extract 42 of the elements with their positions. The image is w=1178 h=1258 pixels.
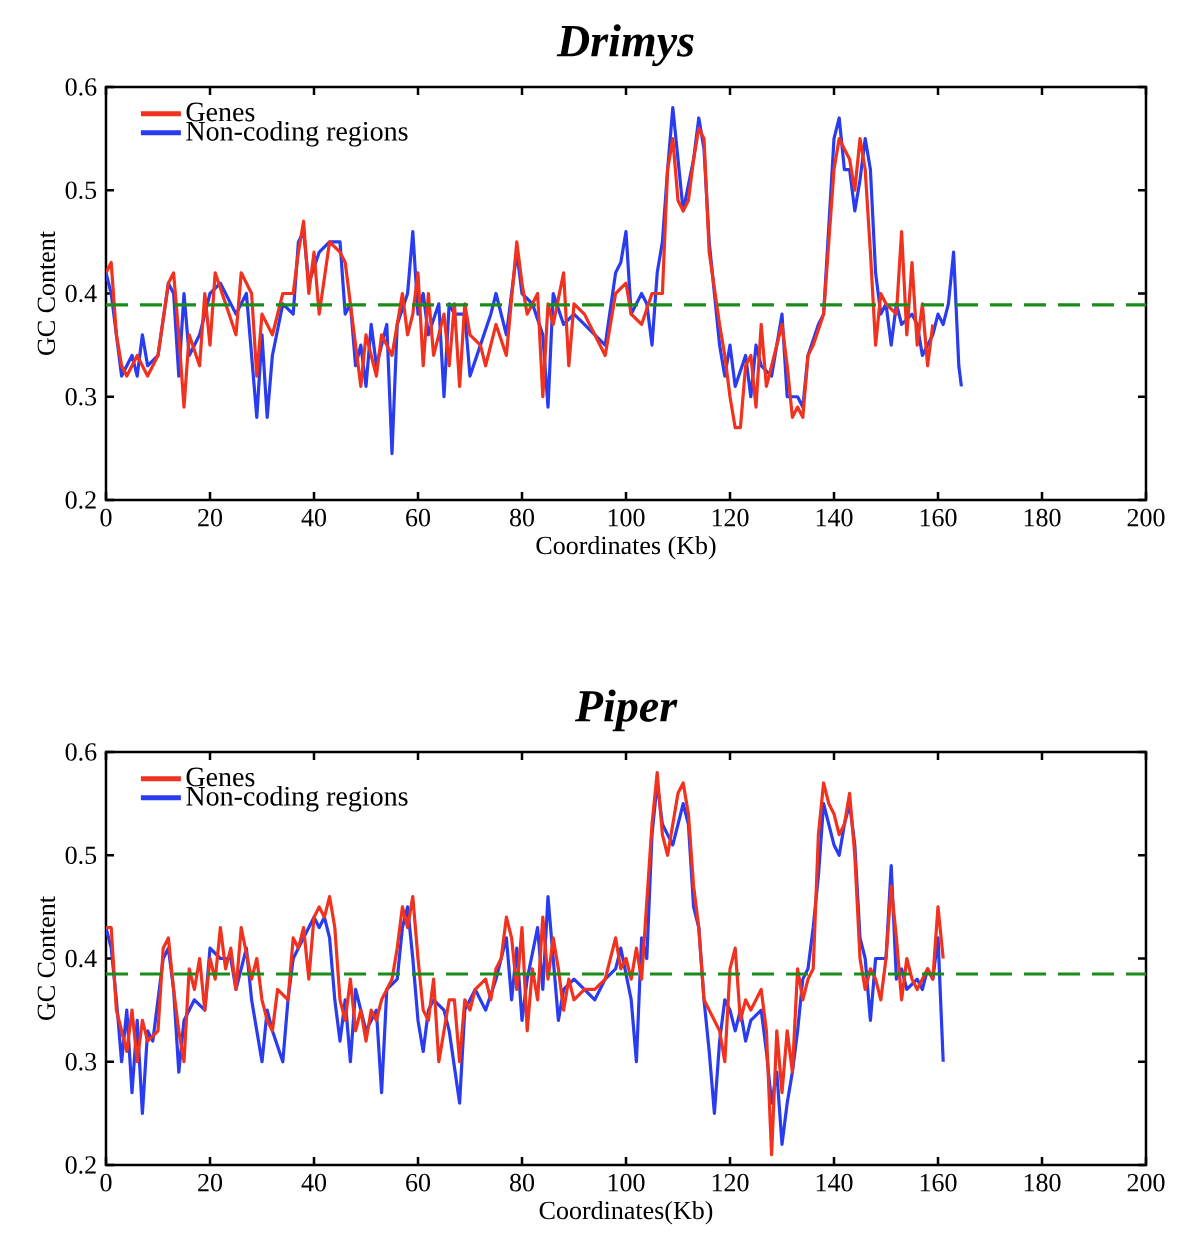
x-tick-label: 180: [1024, 1173, 1061, 1192]
x-axis-title: Coordinates (Kb): [536, 535, 716, 560]
y-tick-label: 0.4: [65, 949, 97, 968]
x-tick-label: 140: [816, 1173, 853, 1192]
x-tick-label: 180: [1024, 508, 1061, 527]
y-tick-label: 0.3: [65, 387, 97, 406]
x-tick-label: 40: [301, 508, 327, 527]
x-tick-label: 160: [920, 508, 957, 527]
y-tick-label: 0.4: [65, 284, 97, 303]
x-tick-label: 100: [608, 1173, 645, 1192]
x-tick-label: 60: [406, 1173, 431, 1192]
y-tick-label: 0.6: [65, 743, 97, 761]
x-tick-label: 160: [920, 1173, 957, 1192]
x-tick-label: 120: [712, 508, 749, 527]
y-tick-label: 0.3: [65, 1052, 97, 1071]
y-axis-title: GC Content: [37, 231, 56, 355]
x-tick-label: 0: [100, 1173, 112, 1192]
x-tick-label: 80: [509, 1173, 535, 1192]
x-tick-label: 140: [816, 508, 853, 527]
y-axis-title: GC Content: [37, 896, 56, 1020]
y-tick-label: 0.6: [65, 78, 97, 96]
y-tick-label: 0.5: [65, 846, 97, 865]
x-tick-label: 100: [608, 508, 645, 527]
legend-label: Genes: [186, 102, 255, 122]
x-axis-title: Coordinates(Kb): [539, 1200, 713, 1225]
x-tick-label: 20: [198, 508, 223, 527]
x-tick-label: 200: [1127, 508, 1165, 527]
x-tick-label: 120: [712, 1173, 749, 1192]
x-tick-label: 60: [406, 508, 431, 527]
x-tick-label: 80: [509, 508, 535, 527]
chart-title: Piper: [574, 689, 678, 732]
legend-label: Non-coding regions: [186, 121, 408, 147]
legend-label: Non-coding regions: [186, 786, 408, 812]
y-tick-label: 0.2: [65, 491, 96, 509]
y-tick-label: 0.5: [65, 181, 97, 200]
chart-title: Drimys: [556, 24, 694, 67]
x-tick-label: 20: [198, 1173, 223, 1192]
x-tick-label: 40: [301, 1173, 327, 1192]
y-tick-label: 0.2: [65, 1156, 96, 1174]
x-tick-label: 0: [100, 508, 112, 527]
x-tick-label: 200: [1127, 1173, 1165, 1192]
legend-label: Genes: [186, 767, 255, 787]
